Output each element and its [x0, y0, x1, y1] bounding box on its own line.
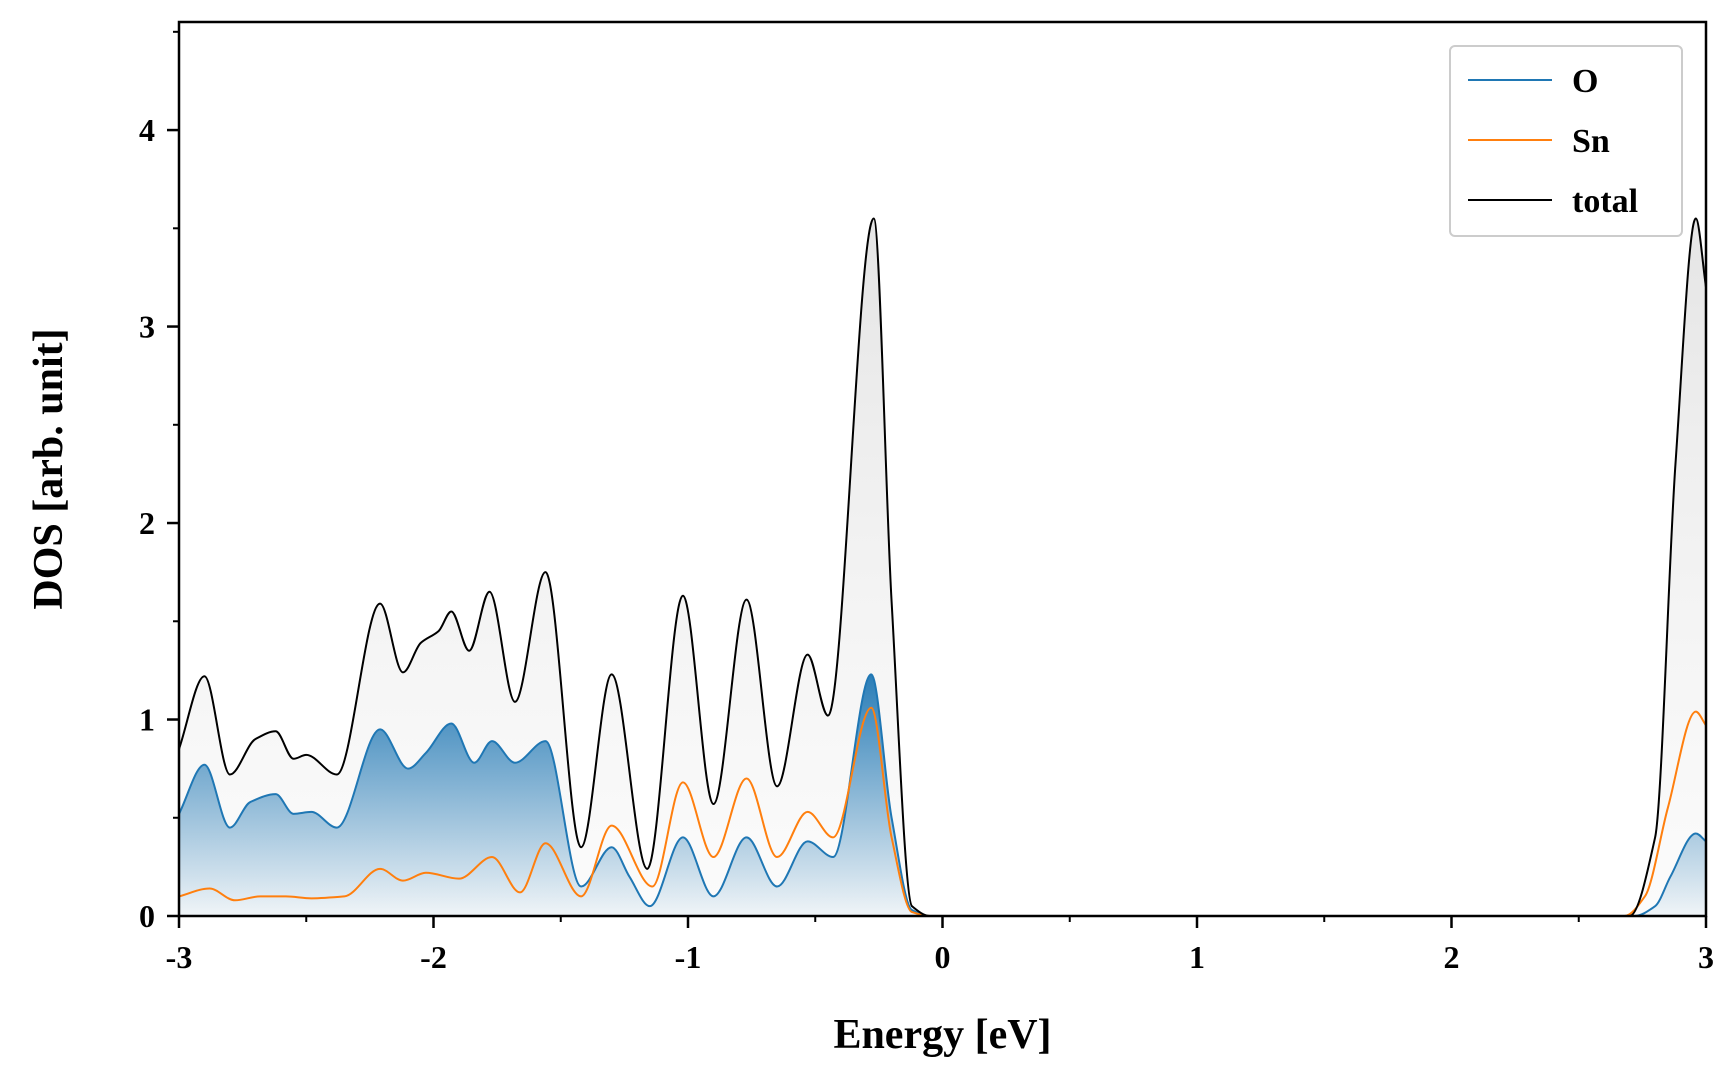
x-tick-label: 3: [1698, 939, 1714, 975]
x-tick-label: 1: [1189, 939, 1205, 975]
x-tick-label: 0: [935, 939, 951, 975]
legend-entry-total: total: [1572, 183, 1638, 220]
legend-box: [1449, 45, 1683, 237]
x-tick-label: 2: [1444, 939, 1460, 975]
y-tick-label: 2: [139, 505, 155, 541]
y-tick-label: 4: [139, 112, 155, 148]
x-tick-label: -1: [675, 939, 702, 975]
series-fill-o: [179, 674, 1706, 916]
series-fill-total: [179, 218, 1706, 916]
legend-entry-sn: Sn: [1572, 123, 1610, 160]
y-tick-label: 0: [139, 898, 155, 934]
legend-entry-o: O: [1572, 63, 1598, 100]
series-line-o: [179, 673, 1706, 916]
x-tick-label: -2: [420, 939, 447, 975]
y-axis-label: DOS [arb. unit]: [26, 328, 72, 609]
y-tick-label: 1: [139, 702, 155, 738]
y-tick-label: 3: [139, 309, 155, 345]
x-axis-label: Energy [eV]: [833, 1012, 1051, 1058]
series-line-sn: [179, 706, 1706, 916]
series-line-total: [179, 217, 1706, 916]
x-tick-label: -3: [166, 939, 193, 975]
